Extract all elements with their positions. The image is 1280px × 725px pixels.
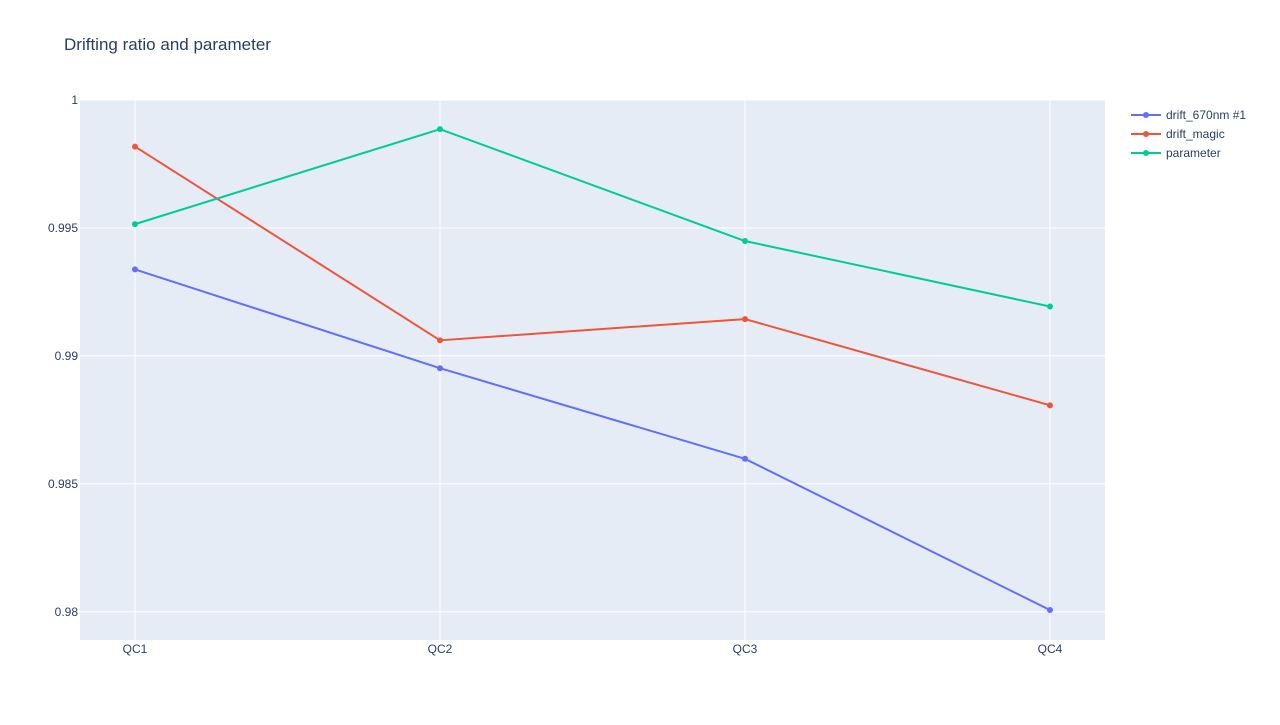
data-point[interactable] [132,221,138,228]
data-point[interactable] [742,455,748,462]
legend-label: parameter [1166,146,1221,160]
grid-lines [80,99,1105,640]
data-point[interactable] [132,266,138,273]
x-tick-label: QC1 [123,642,148,656]
data-point[interactable] [437,126,443,133]
legend[interactable]: drift_670nm #1 drift_magic parameter [1131,108,1246,160]
x-tick-label: QC2 [428,642,453,656]
legend-swatch-marker [1143,150,1149,156]
plot-area [80,100,1105,640]
series-line [134,268,1051,611]
x-tick-label: QC4 [1038,642,1063,656]
y-axis: 1 0.995 0.99 0.985 0.98 [48,93,78,619]
legend-label: drift_670nm #1 [1166,108,1246,122]
y-tick-label: 0.985 [48,477,78,491]
y-tick-label: 1 [71,93,78,107]
x-tick-label: QC3 [733,642,758,656]
data-point[interactable] [132,143,138,150]
y-tick-label: 0.995 [48,221,78,235]
data-point[interactable] [742,238,748,245]
series-lines [132,126,1053,614]
series-1 [132,266,1053,614]
legend-item[interactable]: drift_magic [1131,127,1225,141]
y-tick-label: 0.98 [55,605,79,619]
chart-title: Drifting ratio and parameter [64,35,271,54]
data-point[interactable] [437,365,443,372]
legend-swatch-marker [1143,131,1149,137]
series-2 [132,143,1053,409]
legend-item[interactable]: parameter [1131,146,1221,160]
data-point[interactable] [437,337,443,344]
data-point[interactable] [1047,402,1053,409]
x-axis: QC1 QC2 QC3 QC4 [123,642,1063,656]
legend-swatch-marker [1143,112,1149,118]
legend-label: drift_magic [1166,127,1225,141]
data-point[interactable] [742,316,748,323]
data-point[interactable] [1047,607,1053,614]
series-3 [132,126,1053,310]
series-line [134,128,1051,308]
data-point[interactable] [1047,303,1053,310]
series-line [134,145,1051,407]
legend-item[interactable]: drift_670nm #1 [1131,108,1246,122]
y-tick-label: 0.99 [55,349,79,363]
